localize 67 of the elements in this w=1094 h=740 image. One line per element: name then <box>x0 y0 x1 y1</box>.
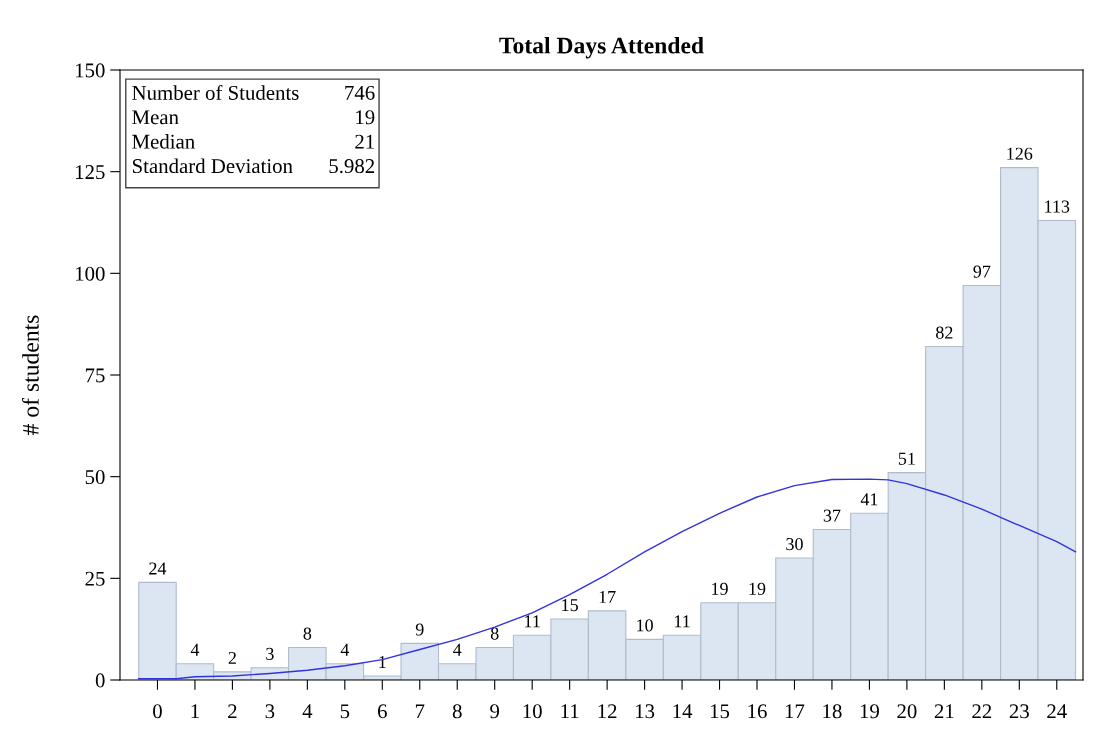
data-label: 11 <box>674 615 690 628</box>
x-tick-label: 12 <box>598 704 617 719</box>
y-tick-label: 150 <box>76 63 105 78</box>
data-label: 126 <box>1007 147 1033 160</box>
annotation: 746 <box>345 85 375 100</box>
data-label: 4 <box>340 643 350 656</box>
x-tick-label: 6 <box>377 704 387 719</box>
y-tick-label: 0 <box>95 673 105 688</box>
annotation: 21 <box>355 134 374 149</box>
data-label: 4 <box>190 643 200 656</box>
x-tick-label: 9 <box>490 704 500 719</box>
x-tick-label: 24 <box>1047 704 1067 719</box>
x-tick-label: 5 <box>340 704 350 719</box>
y-tick-label: 125 <box>76 165 105 180</box>
data-label: 8 <box>303 627 312 640</box>
x-tick-label: 18 <box>823 704 842 719</box>
data-label: 97 <box>973 265 991 278</box>
x-tick-label: 21 <box>934 704 954 719</box>
annotation: Median <box>132 134 195 149</box>
data-label: 113 <box>1045 200 1070 213</box>
x-tick-label: 13 <box>636 704 655 719</box>
x-tick-label: 7 <box>415 704 425 719</box>
data-label: 30 <box>786 537 803 551</box>
y-axis-title: # of students <box>21 315 39 435</box>
data-label: 19 <box>712 582 728 595</box>
data-label: 37 <box>823 509 841 522</box>
data-label: 2 <box>228 651 236 664</box>
annotation: 5.982 <box>329 159 375 174</box>
data-label: 24 <box>149 562 167 575</box>
x-tick-label: 1 <box>191 704 199 719</box>
data-label: 41 <box>860 493 878 506</box>
annotation: Mean <box>132 110 179 125</box>
data-label: 4 <box>453 643 462 656</box>
y-tick-label: 75 <box>85 368 105 383</box>
data-label: 15 <box>562 599 578 612</box>
x-tick-label: 10 <box>523 704 542 719</box>
y-tick-label: 100 <box>76 266 105 281</box>
data-label: 11 <box>525 615 540 628</box>
x-tick-label: 17 <box>785 704 805 719</box>
data-label: 82 <box>936 326 953 339</box>
x-tick-label: 8 <box>452 704 462 719</box>
line-series <box>138 478 1077 680</box>
y-tick-label: 25 <box>85 571 105 586</box>
x-tick-label: 3 <box>265 704 275 719</box>
data-label: 51 <box>898 452 915 465</box>
data-label: 17 <box>599 590 616 603</box>
y-tick-label: 50 <box>85 470 105 485</box>
annotation: Number of Students <box>132 85 299 100</box>
x-tick-label: 0 <box>153 704 162 719</box>
data-label: 19 <box>749 582 766 595</box>
x-tick-label: 2 <box>228 704 237 719</box>
x-tick-label: 23 <box>1009 704 1029 719</box>
x-tick-label: 14 <box>673 704 693 719</box>
data-label: 10 <box>637 619 653 632</box>
data-label: 9 <box>415 623 424 636</box>
x-tick-label: 15 <box>710 704 730 719</box>
chart-title: Total Days Attended <box>499 36 704 59</box>
x-tick-label: 11 <box>561 704 579 719</box>
x-tick-label: 22 <box>972 704 992 719</box>
x-tick-label: 4 <box>302 704 313 719</box>
x-tick-label: 20 <box>897 704 917 719</box>
x-tick-label: 16 <box>748 704 767 719</box>
annotation: 19 <box>356 110 375 125</box>
annotation: Standard Deviation <box>132 158 293 174</box>
x-tick-label: 19 <box>860 704 879 719</box>
data-label: 3 <box>266 647 274 660</box>
data-label: 8 <box>490 627 499 640</box>
